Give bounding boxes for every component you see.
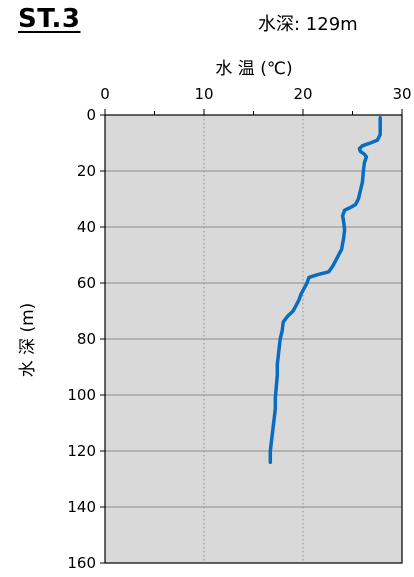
x-tick-label-20: 20	[293, 85, 312, 103]
x-tick-label-30: 30	[392, 85, 411, 103]
station-title: ST.3	[18, 4, 81, 34]
y-axis-title: 水 深 (m)	[18, 303, 38, 378]
y-tick-label-160: 160	[67, 554, 96, 572]
y-tick-label-0: 0	[86, 106, 96, 124]
y-tick-label-120: 120	[67, 442, 96, 460]
y-tick-label-100: 100	[67, 386, 96, 404]
x-tick-label-0: 0	[100, 85, 110, 103]
y-tick-label-60: 60	[77, 274, 96, 292]
y-tick-label-140: 140	[67, 498, 96, 516]
y-tick-label-40: 40	[77, 218, 96, 236]
x-axis-title: 水 温 (℃)	[215, 59, 292, 79]
x-tick-label-10: 10	[194, 85, 213, 103]
depth-label: 水深: 129m	[258, 14, 358, 35]
temperature-profile-line	[268, 116, 382, 464]
y-tick-label-80: 80	[77, 330, 96, 348]
y-tick-label-20: 20	[77, 162, 96, 180]
